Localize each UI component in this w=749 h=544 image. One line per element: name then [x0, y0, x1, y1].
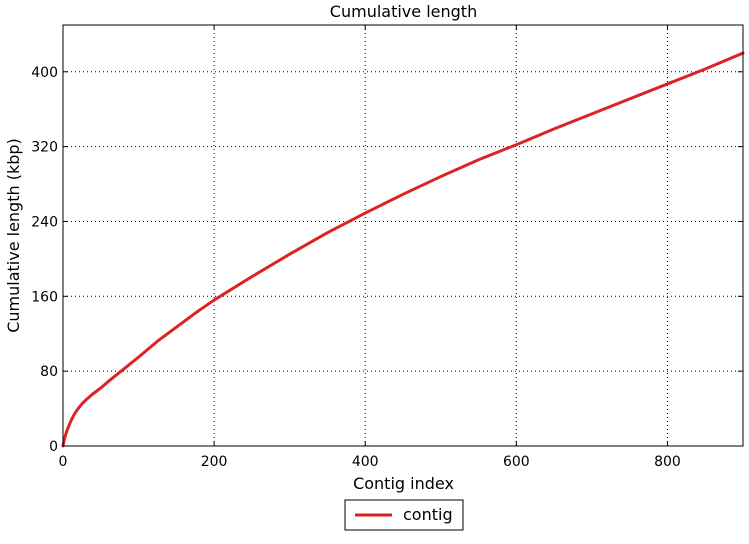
grid-lines — [63, 25, 743, 446]
y-axis-label: Cumulative length (kbp) — [4, 138, 23, 333]
y-tick-label: 160 — [31, 289, 58, 305]
x-tick-label: 0 — [59, 454, 68, 470]
legend: contig — [344, 499, 464, 531]
x-tick-label: 600 — [503, 454, 530, 470]
plot-frame — [62, 24, 744, 447]
y-tick-label: 0 — [49, 439, 58, 455]
chart-title: Cumulative length — [330, 2, 477, 21]
series-layer — [61, 51, 745, 448]
plot-area — [63, 25, 743, 446]
x-tick-label: 800 — [654, 454, 681, 470]
axis-ticks: 0 200 400 600 800 0 80 160 240 320 400 — [31, 25, 743, 470]
y-tick-label: 80 — [40, 364, 58, 380]
y-tick-label: 400 — [31, 65, 58, 81]
y-tick-label: 320 — [31, 140, 58, 156]
x-axis-label: Contig index — [353, 474, 454, 493]
series-line-contig — [61, 51, 745, 448]
legend-label-contig: contig — [403, 505, 453, 524]
x-tick-label: 200 — [201, 454, 228, 470]
x-tick-label: 400 — [352, 454, 379, 470]
y-tick-label: 240 — [31, 214, 58, 230]
